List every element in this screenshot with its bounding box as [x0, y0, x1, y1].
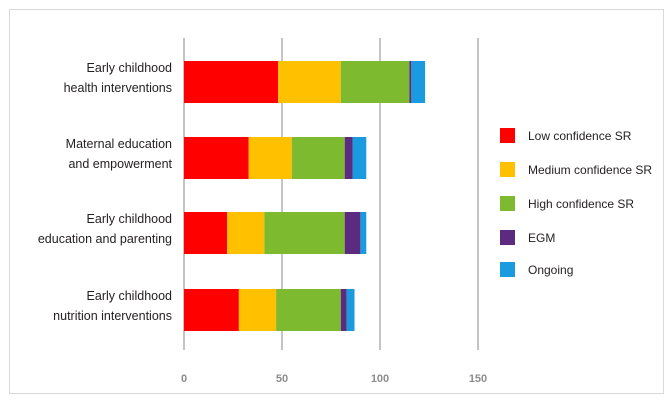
bars	[184, 61, 426, 331]
bar-segment	[360, 212, 367, 254]
legend-label: Low confidence SR	[528, 129, 632, 143]
x-tick-label: 50	[276, 373, 288, 385]
bar-segment	[227, 212, 265, 254]
bar-segment	[411, 61, 426, 103]
x-tick-labels: 0 50 100 150	[181, 373, 487, 385]
x-tick-label: 0	[181, 373, 187, 385]
category-label: Early childhood	[87, 289, 173, 303]
bar-segment	[278, 61, 341, 103]
legend-label: Ongoing	[528, 263, 573, 277]
legend-label: High confidence SR	[528, 197, 634, 211]
legend-label: Medium confidence SR	[528, 163, 652, 177]
category-label: Early childhood	[87, 61, 173, 75]
bar-segment	[409, 61, 412, 103]
bar-segment	[352, 137, 367, 179]
bar-segment	[184, 212, 228, 254]
bar-segment	[184, 137, 249, 179]
bar-segment	[276, 289, 341, 331]
bar-segment	[291, 137, 345, 179]
bar-segment	[346, 289, 355, 331]
bar-segment	[340, 61, 410, 103]
category-label: Maternal education	[66, 137, 172, 151]
bar-segment	[248, 137, 292, 179]
bar-segment	[184, 289, 239, 331]
category-label: education and parenting	[38, 232, 172, 246]
legend-swatch	[500, 128, 515, 143]
category-label: nutrition interventions	[53, 309, 172, 323]
category-label: health interventions	[64, 81, 172, 95]
bar-segment	[184, 61, 279, 103]
legend-swatch	[500, 262, 515, 277]
category-label: and empowerment	[68, 157, 172, 171]
legend-swatch	[500, 196, 515, 211]
legend-swatch	[500, 162, 515, 177]
legend: Low confidence SR Medium confidence SR Hig…	[500, 128, 652, 277]
bar-segment	[238, 289, 277, 331]
bar-segment	[264, 212, 345, 254]
bar-segment	[340, 289, 347, 331]
category-labels: Early childhood health interventions Mater…	[38, 61, 173, 323]
x-tick-label: 150	[469, 373, 487, 385]
category-label: Early childhood	[87, 212, 173, 226]
legend-swatch	[500, 230, 515, 245]
x-tick-label: 100	[371, 373, 389, 385]
legend-label: EGM	[528, 231, 555, 245]
bar-segment	[344, 137, 353, 179]
bar-segment	[344, 212, 361, 254]
